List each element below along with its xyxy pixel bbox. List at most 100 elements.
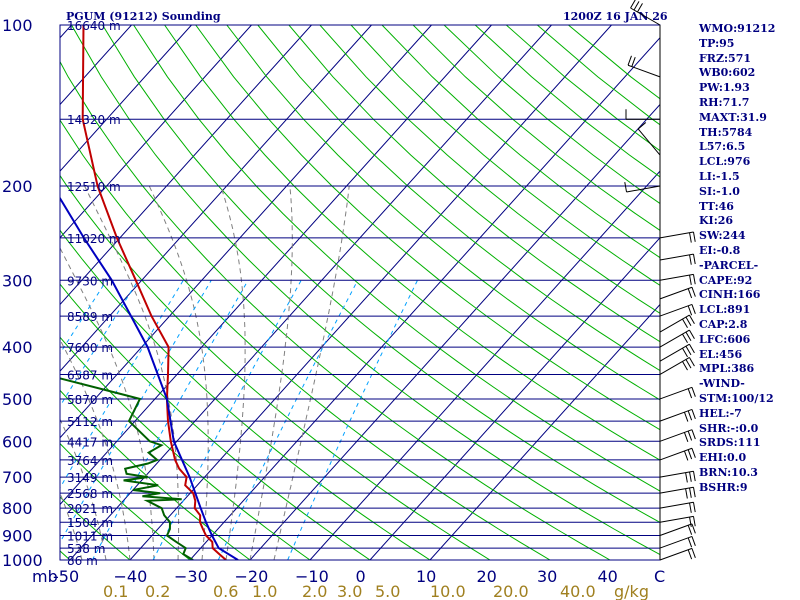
wind-barb-flag: [685, 331, 692, 342]
isotherm-line: [60, 25, 312, 306]
pressure-tick-label: 500: [2, 390, 33, 409]
height-label: 3149 m: [67, 471, 113, 485]
index-item: KI:26: [699, 214, 734, 228]
indices-panel: WMO:91212 TP:95 FRZ:571 WB0:602 PW:1.93 RH:71…: [699, 22, 799, 496]
wind-barb: [659, 357, 690, 375]
mixing-ratio-tick-label: 20.0: [493, 582, 529, 600]
isotherm-line: [60, 25, 192, 172]
wind-barb: [659, 273, 694, 281]
wind-barb-flag: [689, 357, 695, 367]
height-label: 14320 m: [67, 113, 121, 127]
wind-barb: [659, 523, 693, 536]
wind-barb: [659, 447, 693, 461]
wind-barb-flag: [637, 3, 643, 13]
wind-barb-flag: [685, 472, 688, 483]
temperature-tick-label: 20: [477, 567, 497, 586]
height-label: 1504 m: [67, 516, 113, 530]
index-item: EI:-0.8: [699, 243, 741, 257]
temperature-tick-label: -50: [53, 567, 79, 586]
wind-barb-flag: [683, 450, 689, 461]
dry-adiabat-line: [288, 25, 660, 343]
pressure-tick-label: 200: [2, 177, 33, 196]
wind-barb-flag: [691, 448, 696, 458]
temperature-tick-label: −10: [295, 567, 329, 586]
isotherm-line: [309, 170, 660, 560]
dry-adiabat-line: [60, 119, 552, 560]
moist-adiabat-line: [273, 186, 350, 560]
height-label: 2568 m: [67, 487, 113, 501]
wind-barb: [659, 286, 693, 300]
wind-barb: [627, 64, 661, 78]
temperature-tick-label: 40: [598, 567, 618, 586]
wind-barb-flag: [687, 305, 693, 316]
wind-barb-flag: [687, 430, 693, 441]
wind-barb-flag: [685, 359, 692, 369]
dry-adiabat-line: [319, 25, 660, 314]
pressure-tick-label: 700: [2, 468, 33, 487]
wind-barb: [659, 408, 693, 422]
index-item: TT:46: [699, 199, 734, 213]
height-label: 11020 m: [67, 232, 121, 246]
index-item: L57:6.5: [699, 140, 746, 154]
dry-adiabat-line: [60, 336, 311, 560]
dry-adiabat-line: [60, 174, 491, 560]
index-item: LCL:976: [699, 155, 751, 169]
wind-barb: [659, 386, 693, 400]
wind-barb-flag: [691, 548, 696, 558]
dry-adiabat-line: [102, 25, 660, 523]
index-item: EL:456: [699, 347, 743, 361]
mixing-ratio-tick-label: 40.0: [560, 582, 596, 600]
wind-barb: [659, 470, 694, 478]
dry-adiabat-line: [0, 25, 22, 571]
wind-barb: [659, 329, 690, 348]
wind-barb-flag: [630, 0, 636, 9]
wind-barb: [637, 128, 661, 156]
index-item: SW:244: [699, 229, 746, 243]
wind-barb-flag: [691, 523, 696, 534]
wind-barb-flag: [685, 488, 688, 499]
index-item: WMO:91212: [699, 22, 776, 35]
dry-adiabat-line: [350, 25, 660, 286]
mixing-ratio-line: [287, 280, 418, 560]
wind-barb-flag: [683, 412, 689, 422]
index-item: CAPE:92: [699, 273, 753, 287]
isotherm-line: [60, 25, 432, 439]
wind-barb-flag: [687, 537, 693, 548]
wind-barb-flag: [692, 487, 696, 498]
dry-adiabat-line: [60, 389, 251, 560]
wind-barb-flag: [691, 287, 696, 297]
mixing-ratio-tick-label: 0.1: [103, 582, 128, 600]
pressure-tick-label: 600: [2, 432, 33, 451]
wind-barb-flag: [691, 429, 696, 440]
index-item: SHR:-:0.0: [699, 421, 759, 435]
temperature-tick-label: −30: [174, 567, 208, 586]
dry-adiabat-line: [164, 25, 660, 461]
wind-barb-flag: [687, 449, 693, 460]
index-item: MAXT:31.9: [699, 110, 767, 124]
wind-barb: [659, 429, 693, 442]
wind-barb-flag: [687, 525, 693, 535]
wind-barb-flag: [689, 274, 692, 285]
height-label: 5112 m: [67, 415, 113, 429]
x-unit-c: C: [654, 567, 665, 586]
index-item: LFC:606: [699, 332, 751, 346]
index-item: LCL:891: [699, 303, 751, 317]
wind-barb-flag: [682, 361, 688, 371]
dry-adiabat-line: [60, 229, 431, 560]
height-label: 16640 m: [67, 19, 121, 33]
isotherm-line: [189, 37, 660, 560]
wind-barb-flag: [689, 502, 692, 513]
dry-adiabat-line: [257, 25, 660, 372]
wind-barb: [626, 185, 661, 193]
dry-adiabat-line: [60, 60, 612, 560]
index-item: CAP:2.8: [699, 317, 748, 331]
pressure-tick-label: 900: [2, 527, 33, 546]
index-item: MPL:386: [699, 362, 755, 376]
mixing-ratio-tick-label: 3.0: [337, 582, 362, 600]
dry-adiabat-line: [133, 25, 660, 492]
mixing-ratio-tick-label: 0.2: [145, 582, 170, 600]
wind-barb-flag: [687, 388, 693, 399]
index-item: SRDS:111: [699, 436, 761, 450]
mixing-ratio-tick-label: 0.6: [213, 582, 238, 600]
